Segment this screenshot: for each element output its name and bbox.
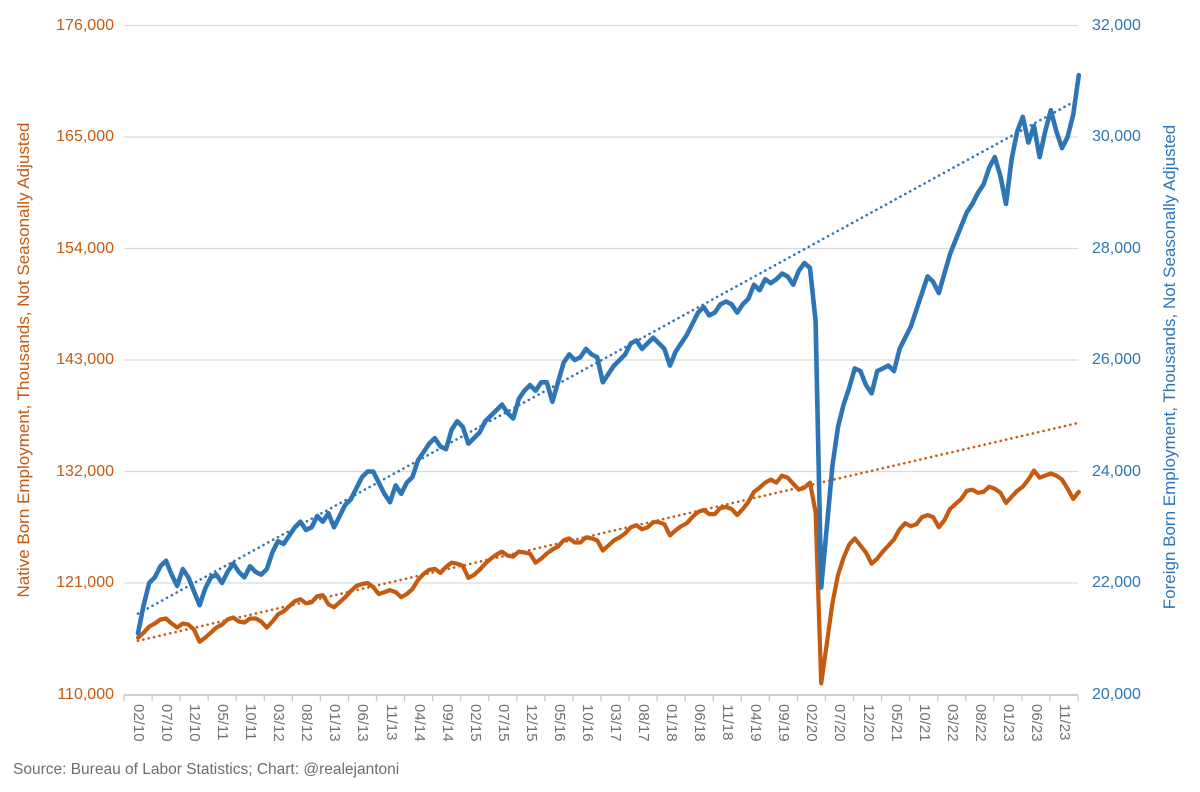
left-axis-tick-label: 165,000: [56, 128, 114, 145]
right-axis-tick-label: 22,000: [1092, 574, 1141, 591]
right-axis-tick-label: 32,000: [1092, 16, 1141, 34]
x-axis-tick-label: 06/23: [1027, 704, 1045, 742]
x-axis-tick-label: 04/19: [747, 704, 765, 742]
right-axis-tick-label: 30,000: [1092, 128, 1141, 145]
source-note: Source: Bureau of Labor Statistics; Char…: [13, 761, 400, 778]
x-axis-tick-label: 01/18: [663, 704, 681, 742]
x-axis-tick-label: 08/12: [298, 704, 316, 742]
x-axis-tick-label: 03/12: [270, 704, 288, 742]
right-axis-tick-label: 28,000: [1092, 239, 1141, 257]
x-axis-tick-label: 12/10: [186, 704, 204, 742]
left-axis-tick-label: 110,000: [57, 685, 114, 703]
left-axis-tick-label: 132,000: [56, 462, 114, 480]
x-axis-tick-label: 10/21: [915, 704, 933, 742]
left-axis-title: Native Born Employment, Thousands, Not S…: [14, 122, 33, 598]
x-axis-tick-label: 01/23: [999, 704, 1017, 742]
x-axis-tick-label: 11/23: [1055, 704, 1073, 741]
x-axis-tick-label: 11/18: [719, 704, 737, 741]
x-axis-tick-label: 10/11: [242, 704, 260, 741]
x-axis-tick-label: 05/21: [887, 704, 905, 742]
x-axis-tick-label: 11/13: [382, 704, 400, 741]
x-axis-tick-label: 08/22: [971, 704, 989, 742]
x-axis-tick-label: 12/15: [522, 704, 540, 742]
left-axis-tick-label: 176,000: [56, 16, 114, 34]
x-axis-tick-label: 04/14: [410, 704, 428, 742]
x-axis-tick-label: 02/10: [130, 704, 147, 742]
x-axis-tick-label: 07/20: [831, 704, 849, 742]
x-axis-tick-label: 05/16: [550, 704, 568, 742]
x-axis-tick-label: 02/20: [803, 704, 821, 742]
x-axis-tick-label: 06/13: [354, 704, 372, 742]
foreign-born-line: [135, 72, 1082, 636]
x-axis-tick-label: 08/17: [635, 704, 653, 742]
native-born-trendline: [136, 421, 1081, 643]
x-axis-tick-label: 03/22: [943, 704, 961, 742]
native-born-line: [135, 468, 1081, 686]
left-axis-tick-label: 121,000: [56, 574, 114, 591]
right-axis-tick-label: 20,000: [1092, 685, 1141, 703]
x-axis-tick-label: 02/15: [466, 704, 484, 742]
x-axis-tick-label: 12/20: [859, 704, 877, 742]
x-axis-tick-label: 10/16: [578, 704, 596, 742]
x-axis-tick-label: 01/13: [326, 704, 344, 742]
left-axis-tick-label: 154,000: [56, 239, 114, 257]
left-axis-tick-label: 143,000: [56, 351, 114, 368]
x-axis-tick-label: 07/10: [158, 704, 176, 742]
right-axis-tick-label: 24,000: [1092, 462, 1141, 480]
x-axis-tick-label: 09/14: [438, 704, 456, 742]
x-axis-tick-label: 03/17: [607, 704, 624, 742]
right-axis-tick-label: 26,000: [1092, 351, 1141, 368]
x-axis-tick-label: 09/19: [775, 704, 793, 742]
foreign-born-trendline: [136, 97, 1081, 615]
x-axis-tick-label: 06/18: [691, 704, 709, 742]
x-axis-tick-label: 05/11: [214, 704, 232, 741]
x-axis-tick-label: 07/15: [494, 704, 512, 742]
